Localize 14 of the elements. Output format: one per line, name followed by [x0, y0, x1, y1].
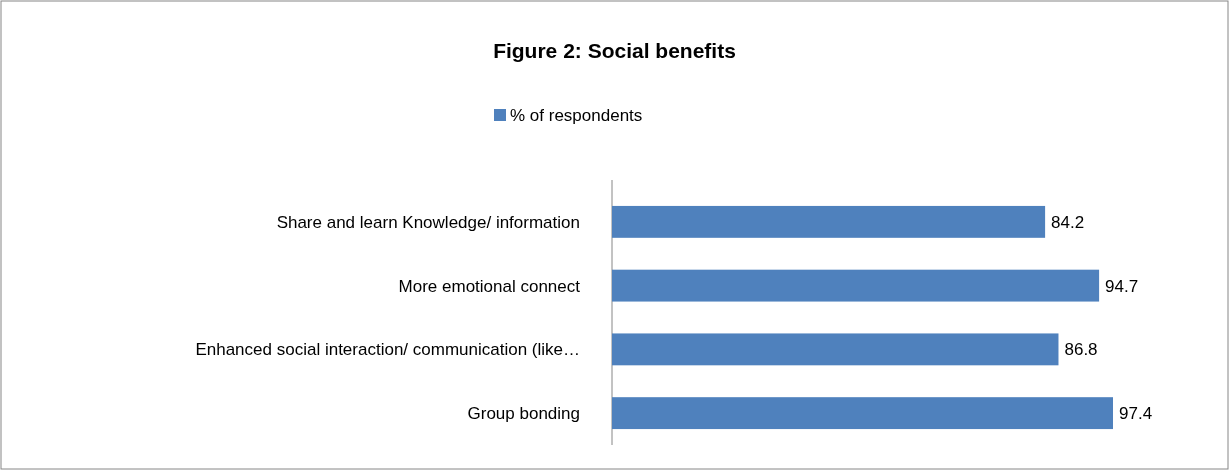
- y-tick-label: Share and learn Knowledge/ information: [276, 212, 580, 232]
- legend-label: % of respondents: [510, 105, 643, 125]
- data-label: 94.7: [1105, 276, 1139, 296]
- y-tick-label: More emotional connect: [398, 276, 581, 296]
- y-tick-label: Group bonding: [467, 404, 580, 424]
- y-tick-label: Enhanced social interaction/ communication (like…: [195, 340, 580, 360]
- data-label: 97.4: [1119, 404, 1153, 424]
- data-label: 86.8: [1064, 340, 1098, 360]
- bar: [612, 205, 1046, 238]
- chart-title: Figure 2: Social benefits: [493, 39, 736, 62]
- bar: [612, 333, 1059, 366]
- bar: [612, 397, 1113, 430]
- data-label: 84.2: [1051, 212, 1085, 232]
- bar: [612, 269, 1100, 302]
